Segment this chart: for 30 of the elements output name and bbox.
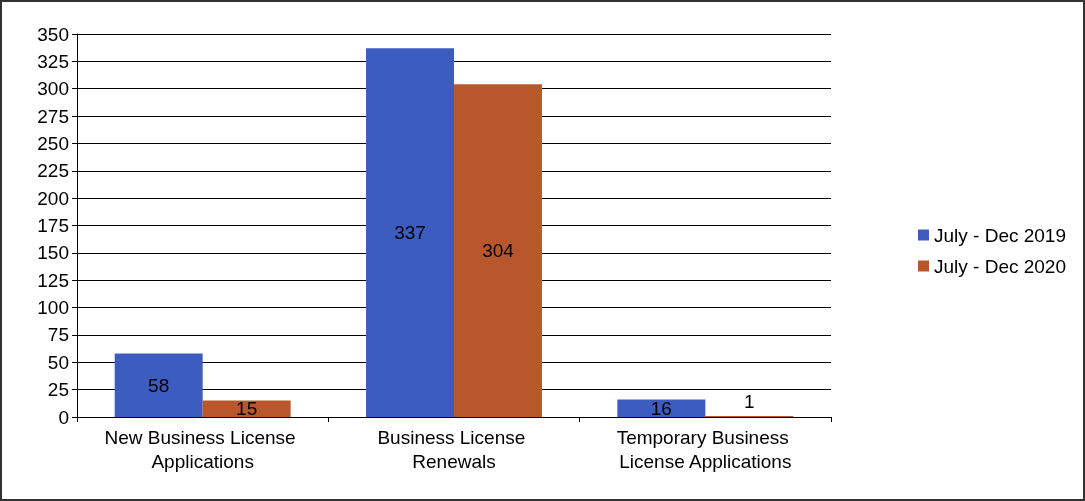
y-tick-label: 175 xyxy=(37,215,69,236)
data-label: 15 xyxy=(236,398,258,420)
bar xyxy=(454,84,542,417)
bar xyxy=(366,48,454,417)
y-tick-label: 0 xyxy=(58,406,69,428)
y-tick-label: 325 xyxy=(37,50,69,72)
y-tick-label: 25 xyxy=(47,379,69,401)
data-label: 1 xyxy=(744,390,755,412)
y-tick-label: 100 xyxy=(37,297,69,319)
y-tick-label: 50 xyxy=(47,351,69,373)
y-tick-label: 125 xyxy=(37,269,69,291)
y-tick-label: 75 xyxy=(47,324,69,346)
bar xyxy=(617,399,706,417)
y-tick-label: 250 xyxy=(37,132,69,154)
data-label: 337 xyxy=(394,222,426,244)
data-label: 304 xyxy=(482,240,515,262)
data-label: 16 xyxy=(650,397,672,419)
y-tick-label: 350 xyxy=(37,23,69,45)
x-tick-label: New Business License Applications xyxy=(104,426,301,472)
y-tick-label: 300 xyxy=(37,78,69,100)
y-tick-label: 200 xyxy=(37,187,69,209)
x-tick-label: Business License Renewals xyxy=(377,426,531,472)
x-tick-label: Temporary Business License Applications xyxy=(616,426,795,472)
bar xyxy=(114,353,203,417)
y-tick-label: 275 xyxy=(37,105,69,127)
data-label: 58 xyxy=(148,374,170,396)
y-tick-label: 225 xyxy=(37,160,69,182)
legend-label: July - Dec 2020 xyxy=(933,255,1067,277)
y-tick-label: 150 xyxy=(37,242,69,264)
legend-label: July - Dec 2019 xyxy=(933,224,1067,246)
